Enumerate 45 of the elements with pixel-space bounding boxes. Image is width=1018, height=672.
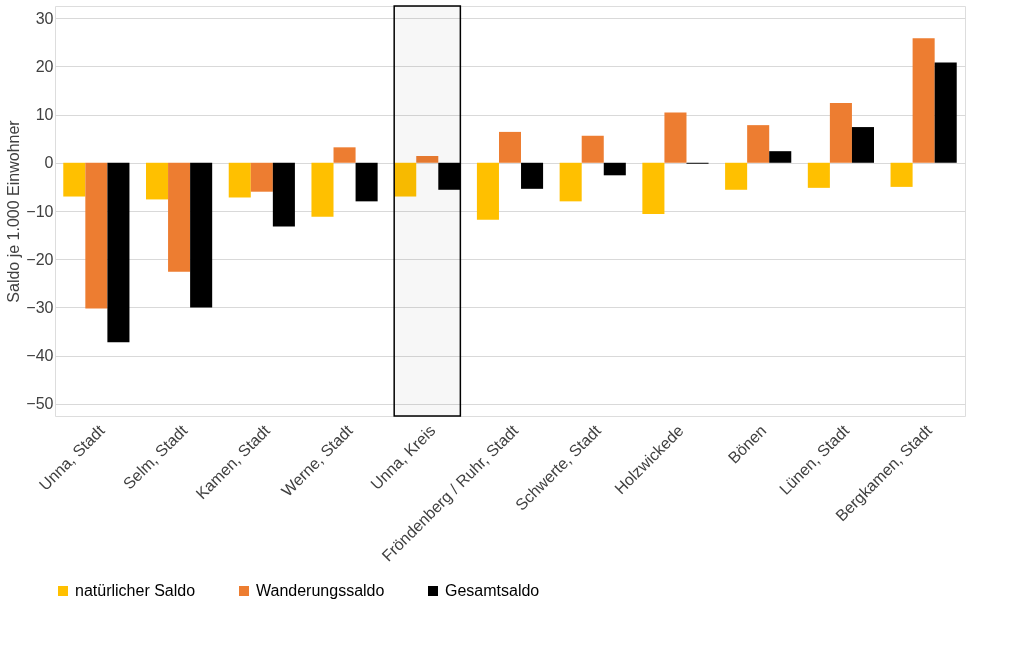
bar <box>107 162 130 343</box>
y-tick-label: −50 <box>26 395 54 413</box>
y-tick-label: −40 <box>26 347 54 365</box>
bar <box>769 151 792 163</box>
y-tick-label: 20 <box>35 57 54 75</box>
bar <box>416 156 439 163</box>
y-tick-label: −10 <box>26 202 54 220</box>
bar <box>725 162 748 190</box>
bar <box>581 135 604 163</box>
y-tick-label: 0 <box>44 154 54 172</box>
bar <box>829 102 852 163</box>
bar <box>333 147 356 163</box>
bar <box>190 162 213 308</box>
bar <box>912 38 935 163</box>
bar <box>394 162 417 197</box>
bar <box>747 125 770 163</box>
bar <box>559 162 582 202</box>
bar <box>250 162 273 192</box>
bar <box>438 162 461 190</box>
y-tick-label: −30 <box>26 298 54 316</box>
legend-label: natürlicher Saldo <box>75 582 196 599</box>
bar <box>311 162 334 217</box>
bar <box>807 162 830 188</box>
y-tick-label: 10 <box>35 106 54 124</box>
bar <box>498 131 522 163</box>
bar <box>890 162 913 187</box>
bar <box>355 162 378 202</box>
legend-label: Gesamtsaldo <box>445 582 540 599</box>
bar <box>168 162 191 272</box>
bar <box>851 127 874 163</box>
bar <box>476 162 499 220</box>
bar <box>272 162 295 227</box>
bar <box>521 162 544 189</box>
bar <box>85 162 108 309</box>
y-axis-title: Saldo je 1.000 Einwohner <box>5 119 23 303</box>
bar <box>664 112 687 163</box>
bar <box>642 162 665 214</box>
bar <box>603 162 626 176</box>
bar <box>934 62 957 163</box>
bar <box>63 162 86 197</box>
bar <box>228 162 251 198</box>
y-tick-label: −20 <box>26 250 54 268</box>
bar <box>146 162 169 200</box>
y-tick-label: 30 <box>35 9 54 27</box>
legend-label: Wanderungssaldo <box>256 582 385 599</box>
